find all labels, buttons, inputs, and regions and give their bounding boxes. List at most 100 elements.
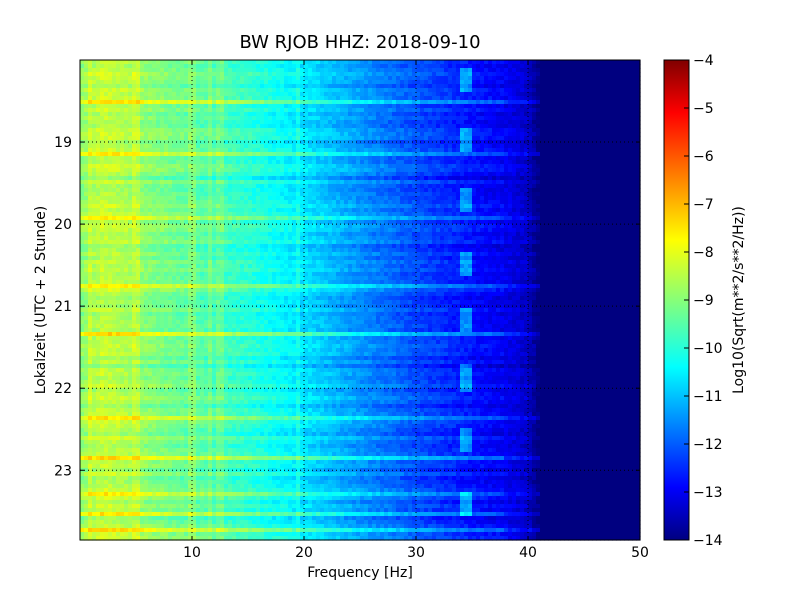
heatmap-cell (452, 100, 457, 105)
heatmap-cell (396, 124, 401, 129)
heatmap-cell (280, 188, 285, 193)
heatmap-cell (636, 84, 641, 89)
heatmap-cell (600, 88, 605, 93)
heatmap-cell (360, 140, 365, 145)
heatmap-cell (448, 132, 453, 137)
heatmap-cell (176, 100, 181, 105)
heatmap-cell (424, 160, 429, 165)
heatmap-cell (544, 120, 549, 125)
heatmap-cell (612, 108, 617, 113)
heatmap-cell (428, 120, 433, 125)
heatmap-cell (180, 172, 185, 177)
heatmap-cell (260, 128, 265, 133)
heatmap-cell (136, 144, 141, 149)
heatmap-cell (424, 164, 429, 169)
heatmap-cell (304, 164, 309, 169)
heatmap-cell (128, 64, 133, 69)
heatmap-cell (200, 132, 205, 137)
heatmap-cell (484, 84, 489, 89)
heatmap-cell (632, 76, 637, 81)
heatmap-cell (116, 100, 121, 105)
heatmap-cell (372, 136, 377, 141)
heatmap-cell (80, 60, 85, 65)
heatmap-cell (588, 180, 593, 185)
heatmap-cell (92, 176, 97, 181)
heatmap-cell (164, 104, 169, 109)
heatmap-cell (164, 160, 169, 165)
heatmap-cell (492, 148, 497, 153)
heatmap-cell (256, 180, 261, 185)
heatmap-cell (548, 104, 553, 109)
heatmap-cell (632, 152, 637, 157)
heatmap-cell (252, 128, 257, 133)
heatmap-cell (80, 184, 85, 189)
heatmap-cell (296, 92, 301, 97)
heatmap-cell (624, 172, 629, 177)
heatmap-cell (464, 128, 469, 133)
heatmap-cell (380, 76, 385, 81)
heatmap-cell (316, 68, 321, 73)
heatmap-cell (468, 160, 473, 165)
heatmap-cell (212, 136, 217, 141)
heatmap-cell (496, 68, 501, 73)
heatmap-cell (256, 184, 261, 189)
heatmap-cell (220, 128, 225, 133)
heatmap-cell (260, 68, 265, 73)
heatmap-cell (556, 68, 561, 73)
heatmap-cell (320, 196, 325, 201)
heatmap-cell (560, 168, 565, 173)
heatmap-cell (444, 140, 449, 145)
heatmap-cell (364, 64, 369, 69)
heatmap-cell (152, 68, 157, 73)
heatmap-cell (608, 112, 613, 117)
heatmap-cell (584, 80, 589, 85)
heatmap-cell (96, 92, 101, 97)
heatmap-cell (420, 72, 425, 77)
heatmap-cell (192, 80, 197, 85)
heatmap-cell (408, 168, 413, 173)
heatmap-cell (408, 96, 413, 101)
heatmap-cell (424, 156, 429, 161)
heatmap-cell (232, 104, 237, 109)
heatmap-cell (316, 108, 321, 113)
heatmap-cell (356, 184, 361, 189)
heatmap-cell (240, 192, 245, 197)
heatmap-cell (288, 88, 293, 93)
heatmap-cell (488, 180, 493, 185)
heatmap-cell (348, 64, 353, 69)
heatmap-cell (484, 60, 489, 65)
heatmap-cell (588, 148, 593, 153)
heatmap-cell (412, 92, 417, 97)
heatmap-cell (496, 156, 501, 161)
heatmap-cell (344, 172, 349, 177)
heatmap-cell (624, 68, 629, 73)
heatmap-cell (232, 144, 237, 149)
heatmap-cell (436, 124, 441, 129)
heatmap-cell (452, 188, 457, 193)
heatmap-cell (108, 152, 113, 157)
heatmap-cell (264, 128, 269, 133)
heatmap-cell (600, 184, 605, 189)
heatmap-cell (400, 184, 405, 189)
heatmap-cell (88, 144, 93, 149)
heatmap-cell (300, 192, 305, 197)
heatmap-cell (92, 160, 97, 165)
heatmap-cell (556, 160, 561, 165)
heatmap-cell (284, 100, 289, 105)
heatmap-cell (392, 88, 397, 93)
heatmap-cell (580, 112, 585, 117)
heatmap-cell (216, 160, 221, 165)
heatmap-cell (308, 92, 313, 97)
heatmap-cell (384, 92, 389, 97)
heatmap-cell (352, 152, 357, 157)
heatmap-cell (424, 60, 429, 65)
heatmap-cell (256, 116, 261, 121)
heatmap-cell (396, 196, 401, 201)
heatmap-cell (360, 156, 365, 161)
heatmap-cell (256, 64, 261, 69)
heatmap-cell (460, 196, 465, 201)
heatmap-cell (560, 164, 565, 169)
heatmap-cell (380, 180, 385, 185)
heatmap-cell (296, 176, 301, 181)
heatmap-cell (408, 200, 413, 205)
